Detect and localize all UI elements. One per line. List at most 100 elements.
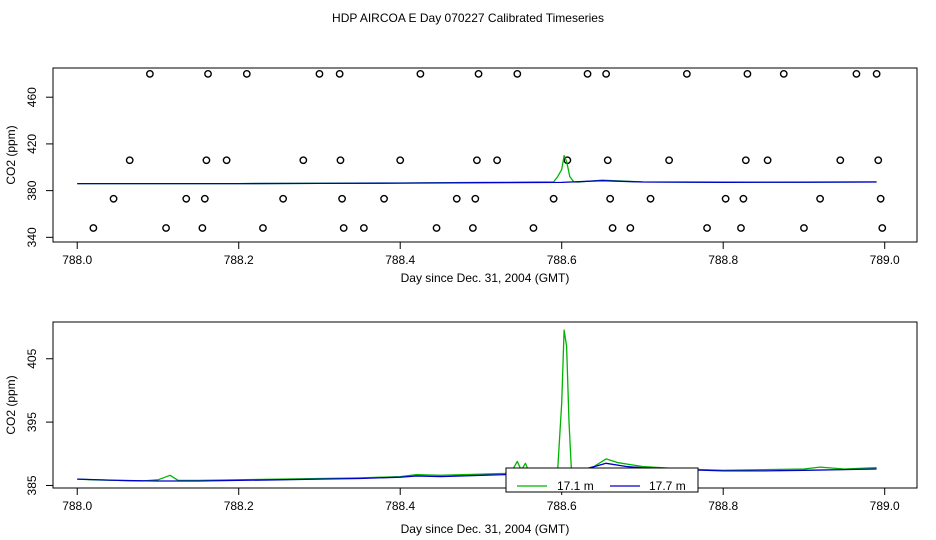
data-point bbox=[339, 224, 348, 232]
data-point bbox=[836, 156, 845, 165]
data-point bbox=[549, 194, 558, 203]
y-tick-label: 395 bbox=[25, 412, 39, 432]
data-point bbox=[89, 224, 98, 232]
data-point bbox=[125, 156, 134, 165]
data-point bbox=[468, 224, 477, 232]
top-y-axis-label: CO2 (ppm) bbox=[4, 125, 18, 184]
data-point bbox=[646, 194, 655, 203]
legend-box bbox=[505, 467, 699, 493]
bottom-panel: 788.0 788.2 788.4 788.6 788.8 789.0 385 395 405… bbox=[4, 321, 918, 536]
bottom-x-axis-label: Day since Dec. 31, 2004 (GMT) bbox=[401, 522, 570, 536]
data-point bbox=[416, 69, 425, 78]
data-point bbox=[200, 194, 209, 203]
x-tick-label: 788.0 bbox=[62, 499, 92, 513]
data-point bbox=[583, 69, 592, 78]
data-point bbox=[743, 69, 752, 78]
data-point bbox=[222, 156, 231, 165]
data-point bbox=[703, 224, 711, 232]
data-point bbox=[603, 156, 612, 165]
data-point bbox=[259, 224, 267, 232]
data-point bbox=[682, 69, 691, 78]
data-point bbox=[336, 156, 345, 165]
data-point bbox=[279, 194, 288, 203]
top-x-axis-label: Day since Dec. 31, 2004 (GMT) bbox=[401, 271, 570, 285]
data-point bbox=[721, 194, 730, 203]
data-point bbox=[471, 194, 480, 203]
data-point bbox=[204, 69, 212, 78]
legend-label-2: 17.7 m bbox=[649, 479, 686, 493]
data-point bbox=[665, 156, 674, 165]
data-point bbox=[473, 156, 481, 165]
data-point bbox=[852, 69, 861, 78]
data-point bbox=[338, 194, 346, 203]
data-point bbox=[739, 194, 748, 203]
data-point bbox=[878, 224, 887, 232]
data-point bbox=[299, 156, 308, 165]
data-point bbox=[145, 69, 154, 78]
bottom-y-axis: 385 395 405 bbox=[25, 348, 54, 495]
data-point bbox=[800, 224, 808, 232]
data-point bbox=[493, 156, 502, 165]
bottom-plot-frame bbox=[52, 321, 918, 489]
x-tick-label: 788.6 bbox=[547, 499, 577, 513]
data-point bbox=[452, 194, 461, 203]
legend-label-1: 17.1 m bbox=[557, 479, 594, 493]
data-point bbox=[162, 224, 170, 232]
data-point bbox=[202, 156, 211, 165]
series-line-3 bbox=[77, 180, 877, 185]
y-tick-label: 420 bbox=[25, 134, 39, 154]
data-point bbox=[608, 224, 617, 232]
data-point bbox=[380, 194, 388, 203]
y-tick-label: 405 bbox=[25, 348, 39, 368]
y-tick-label: 380 bbox=[25, 180, 39, 200]
data-point bbox=[763, 156, 772, 165]
data-point bbox=[872, 69, 881, 78]
data-point bbox=[359, 224, 368, 232]
top-plot-frame bbox=[52, 67, 918, 243]
data-point bbox=[876, 194, 885, 203]
x-tick-label: 788.4 bbox=[385, 253, 415, 267]
bottom-y-axis-label: CO2 (ppm) bbox=[4, 375, 18, 434]
data-point bbox=[396, 156, 405, 165]
x-tick-label: 788.6 bbox=[547, 253, 577, 267]
data-point bbox=[737, 224, 745, 232]
data-point bbox=[874, 156, 883, 165]
data-point bbox=[513, 69, 522, 78]
x-tick-label: 788.4 bbox=[385, 499, 415, 513]
top-y-axis: 340 380 420 460 bbox=[25, 87, 54, 247]
data-point bbox=[626, 224, 635, 232]
data-point bbox=[242, 69, 251, 78]
bottom-plot-marks bbox=[77, 329, 877, 482]
data-point bbox=[529, 224, 538, 232]
x-tick-label: 788.0 bbox=[62, 253, 92, 267]
x-tick-label: 789.0 bbox=[870, 253, 900, 267]
data-point bbox=[109, 194, 118, 203]
data-point bbox=[182, 194, 191, 203]
data-point bbox=[606, 194, 615, 203]
x-tick-label: 788.2 bbox=[224, 499, 254, 513]
data-point bbox=[741, 156, 750, 165]
data-point bbox=[432, 224, 441, 232]
data-point bbox=[335, 69, 344, 78]
data-point bbox=[198, 224, 207, 232]
top-plot-marks bbox=[77, 69, 887, 232]
bottom-x-axis: 788.0 788.2 788.4 788.6 788.8 789.0 bbox=[62, 487, 900, 513]
legend: 17.1 m 17.7 m bbox=[505, 467, 699, 493]
figure-title: HDP AIRCOA E Day 070227 Calibrated Times… bbox=[332, 11, 604, 25]
series-line-1 bbox=[77, 329, 877, 482]
series-line-2 bbox=[77, 154, 877, 185]
data-point bbox=[602, 69, 611, 78]
x-tick-label: 788.8 bbox=[708, 499, 738, 513]
x-tick-label: 788.2 bbox=[224, 253, 254, 267]
data-point bbox=[816, 194, 825, 203]
y-tick-label: 460 bbox=[25, 87, 39, 107]
top-panel: 788.0 788.2 788.4 788.6 788.8 789.0 340 380 420… bbox=[4, 67, 918, 285]
y-tick-label: 385 bbox=[25, 475, 39, 495]
data-point bbox=[474, 69, 483, 78]
x-tick-label: 788.8 bbox=[708, 253, 738, 267]
series-line-2 bbox=[77, 462, 877, 482]
data-point bbox=[315, 69, 324, 78]
data-point bbox=[779, 69, 788, 78]
x-tick-label: 789.0 bbox=[870, 499, 900, 513]
